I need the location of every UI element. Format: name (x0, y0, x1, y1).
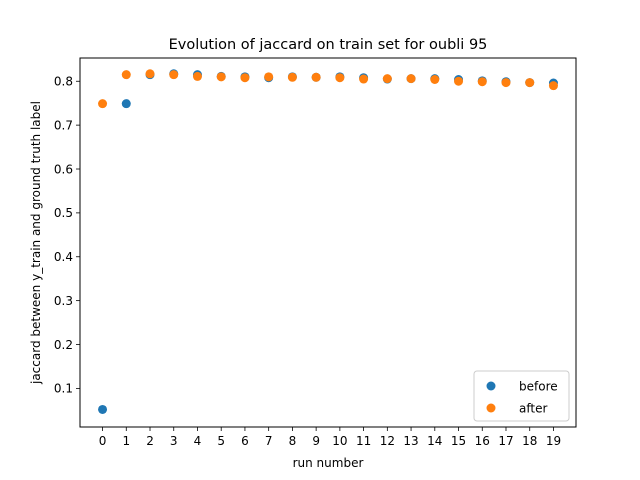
x-tick-label: 17 (498, 434, 513, 448)
x-tick-label: 9 (312, 434, 320, 448)
x-tick-label: 0 (99, 434, 107, 448)
x-tick-label: 12 (380, 434, 395, 448)
y-axis-label: jaccard between y_train and ground truth… (29, 101, 43, 385)
y-tick-label: 0.6 (54, 162, 73, 176)
x-tick-label: 19 (546, 434, 561, 448)
x-tick-label: 16 (475, 434, 490, 448)
point-after (454, 76, 464, 86)
y-tick-label: 0.7 (54, 118, 73, 132)
x-tick-label: 10 (332, 434, 347, 448)
y-axis-ticks: 0.1 0.2 0.3 0.4 0.5 0.6 0.7 0.8 (54, 75, 80, 396)
point-after (525, 78, 535, 88)
point-after (477, 77, 487, 87)
point-after (98, 99, 108, 109)
plot-area-frame (79, 57, 577, 428)
x-tick-label: 15 (451, 434, 466, 448)
y-tick-label: 0.4 (54, 250, 73, 264)
legend-label-before: before (519, 380, 558, 394)
x-tick-label: 3 (170, 434, 178, 448)
x-tick-label: 13 (403, 434, 418, 448)
point-after (216, 72, 226, 82)
x-tick-label: 8 (289, 434, 297, 448)
point-after (192, 71, 202, 81)
chart-title: Evolution of jaccard on train set for ou… (169, 37, 488, 53)
x-tick-label: 1 (122, 434, 130, 448)
legend-label-after: after (519, 402, 547, 416)
x-tick-label: 11 (356, 434, 371, 448)
legend-marker-after (486, 403, 496, 413)
point-after (359, 74, 369, 84)
point-after (335, 73, 345, 83)
point-after (145, 69, 155, 79)
legend-frame (473, 370, 570, 422)
point-after (311, 72, 321, 82)
x-axis-ticks: 0 1 2 3 4 5 6 7 8 9 10 11 12 13 14 15 16 17 18 19 (99, 427, 561, 448)
series-after (98, 69, 558, 109)
point-after (169, 70, 179, 80)
y-tick-label: 0.5 (54, 206, 73, 220)
x-tick-label: 6 (241, 434, 249, 448)
y-tick-label: 0.1 (54, 382, 73, 396)
y-tick-label: 0.3 (54, 294, 73, 308)
point-after (240, 73, 250, 83)
x-axis-label: run number (293, 456, 364, 470)
point-after (406, 74, 416, 84)
x-tick-label: 2 (146, 434, 154, 448)
x-tick-label: 7 (265, 434, 273, 448)
x-tick-label: 4 (194, 434, 202, 448)
point-before (121, 99, 131, 109)
legend: before after (473, 370, 570, 422)
x-tick-label: 14 (427, 434, 442, 448)
point-after (382, 74, 392, 84)
x-tick-label: 5 (217, 434, 225, 448)
point-after (430, 74, 440, 84)
point-after (501, 78, 511, 88)
y-tick-label: 0.2 (54, 338, 73, 352)
legend-marker-before (486, 381, 496, 391)
y-tick-label: 0.8 (54, 75, 73, 89)
point-after (287, 72, 297, 82)
point-before (98, 404, 108, 414)
point-after (121, 70, 131, 80)
data-points (98, 69, 558, 414)
point-after (548, 81, 558, 91)
x-tick-label: 18 (522, 434, 537, 448)
point-after (264, 72, 274, 82)
